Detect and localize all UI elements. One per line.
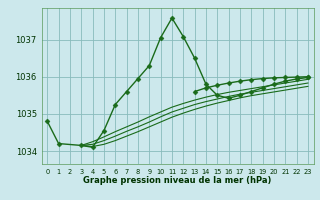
X-axis label: Graphe pression niveau de la mer (hPa): Graphe pression niveau de la mer (hPa) bbox=[84, 176, 272, 185]
